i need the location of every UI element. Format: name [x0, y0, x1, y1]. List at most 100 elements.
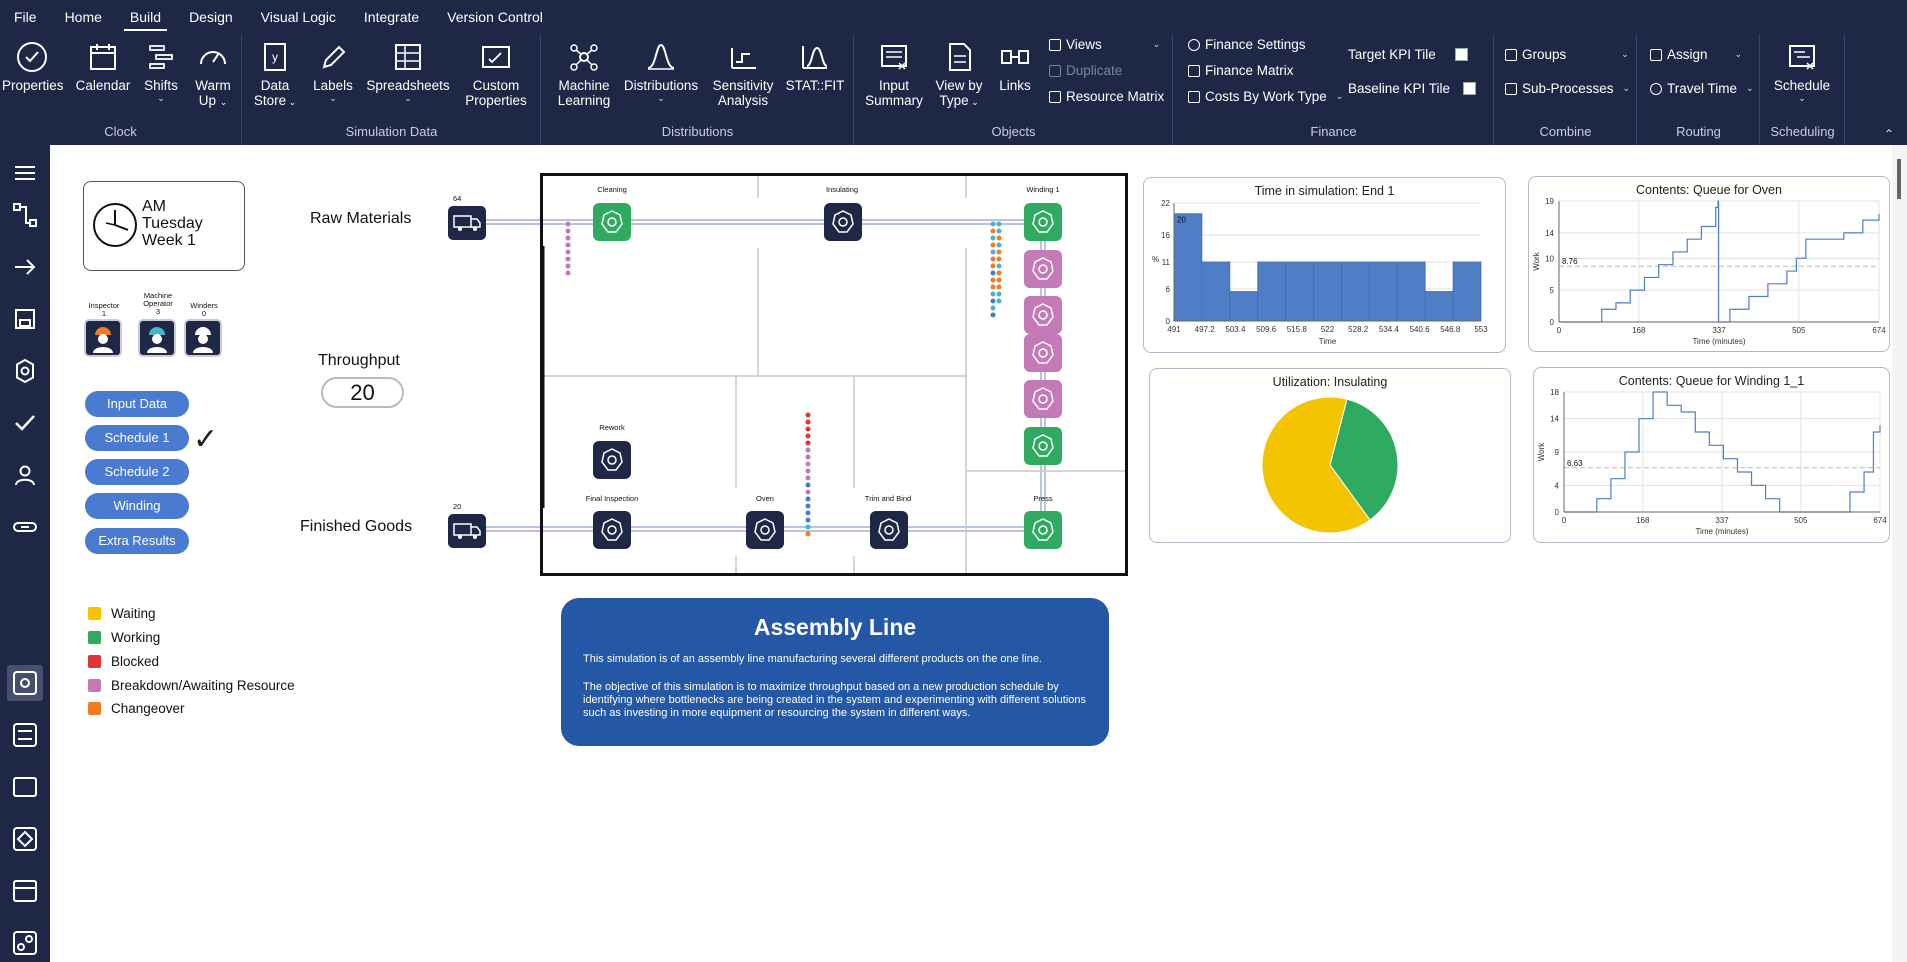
finance-matrix-icon [1188, 64, 1200, 77]
raw-materials-truck-icon[interactable] [448, 206, 486, 240]
menu-build[interactable]: Build [116, 0, 175, 34]
legend-breakdown: Breakdown/Awaiting Resource [88, 678, 295, 693]
distributions-button[interactable]: Distributions ⌄ [622, 40, 700, 103]
x-tick-label: 528.2 [1348, 325, 1369, 334]
menu-visual-logic[interactable]: Visual Logic [260, 9, 336, 25]
groups-dropdown[interactable]: Groups ⌄ [1505, 47, 1629, 62]
menu-integrate[interactable]: Integrate [363, 9, 420, 25]
clock-icon [93, 203, 137, 247]
schedule-button[interactable]: Schedule ⌄ [1771, 40, 1833, 103]
schedule-1-button[interactable]: Schedule 1 [85, 425, 189, 451]
cleaning-activity-icon[interactable] [593, 203, 631, 241]
y-tick-label: 0 [1555, 508, 1560, 517]
gear-icon[interactable] [7, 353, 43, 389]
winding-6-activity-icon[interactable] [1024, 427, 1062, 465]
press-activity-icon[interactable] [1024, 511, 1062, 549]
shifts-button[interactable]: Shifts ⌄ [138, 40, 184, 103]
machine-learning-button[interactable]: Machine Learning [552, 40, 616, 108]
input-summary-button[interactable]: Input Summary [863, 40, 925, 108]
rework-activity-icon[interactable] [593, 441, 631, 479]
costs-by-work-type-dropdown[interactable]: Costs By Work Type ⌄ [1188, 89, 1343, 104]
winding-5-activity-icon[interactable] [1024, 380, 1062, 418]
collapse-ribbon-icon[interactable]: ⌃ [1884, 127, 1895, 141]
input-summary-icon [881, 45, 907, 70]
travel-time-dropdown[interactable]: Travel Time ⌄ [1650, 81, 1754, 96]
time-in-simulation-chart: Time in simulation: End 1 0 6 11 16 22 491 497… [1143, 177, 1506, 353]
baseline-kpi-checkbox[interactable] [1463, 82, 1477, 95]
window-icon[interactable] [7, 769, 43, 805]
baseline-kpi-tile-toggle[interactable]: Baseline KPI Tile [1348, 81, 1477, 96]
links-button[interactable]: Links [995, 40, 1035, 93]
extra-results-button[interactable]: Extra Results [85, 528, 189, 554]
statfit-button[interactable]: STAT::FIT [782, 40, 848, 93]
histogram-bar [1201, 261, 1231, 322]
distribution-curve-icon [647, 43, 675, 70]
spreadsheets-button[interactable]: Spreadsheets ⌄ [365, 40, 451, 103]
pie-slice-working [1329, 398, 1399, 521]
target-kpi-tile-toggle[interactable]: Target KPI Tile [1348, 47, 1468, 62]
sliders-icon[interactable] [7, 717, 43, 753]
selected-checkmark: ✓ [193, 423, 219, 456]
insulating-activity-icon[interactable] [824, 203, 862, 241]
shifts-label: Shifts [144, 78, 178, 93]
menu-design[interactable]: Design [189, 9, 233, 25]
chevron-down-icon: ⌄ [1621, 49, 1629, 59]
winding-3-activity-icon[interactable] [1024, 296, 1062, 334]
scrollbar-thumb[interactable] [1897, 159, 1901, 199]
data-store-button[interactable]: y Data Store ⌄ [251, 40, 299, 110]
winders-worker-icon[interactable] [184, 319, 222, 357]
labels-button[interactable]: Labels ⌄ [308, 40, 358, 103]
sensitivity-analysis-button[interactable]: Sensitivity Analysis [706, 40, 780, 108]
machine-operator-worker-icon[interactable] [138, 319, 176, 357]
winding-2-activity-icon[interactable] [1024, 250, 1062, 288]
finance-matrix-button[interactable]: Finance Matrix [1188, 63, 1294, 78]
finance-settings-button[interactable]: Finance Settings [1188, 37, 1306, 52]
warm-up-label-1: Warm [195, 78, 231, 93]
link-chain-icon[interactable] [7, 509, 43, 545]
finished-goods-truck-icon[interactable] [448, 514, 486, 548]
simulation-clock: AM Tuesday Week 1 [83, 181, 245, 271]
calendar-view-icon[interactable] [7, 873, 43, 909]
y-axis-label: Work [1532, 251, 1541, 271]
calendar-button[interactable]: Calendar [73, 40, 133, 93]
final-inspection-activity-icon[interactable] [593, 511, 631, 549]
checkmark-icon[interactable] [7, 405, 43, 441]
hamburger-menu-icon[interactable] [7, 155, 43, 191]
inspector-worker-icon[interactable] [84, 319, 122, 357]
input-data-button[interactable]: Input Data [85, 391, 189, 417]
network-view-icon[interactable] [7, 925, 43, 961]
ribbon-group-combine: Groups ⌄ Sub-Processes ⌄ Combine [1495, 34, 1637, 145]
views-dropdown[interactable]: Views ⌄ [1049, 37, 1160, 52]
schedule-icon [1789, 45, 1815, 70]
warm-up-button[interactable]: Warm Up ⌄ [188, 40, 238, 110]
custom-properties-button[interactable]: Custom Properties [461, 40, 531, 108]
vertical-scrollbar[interactable] [1892, 145, 1907, 962]
menu-file[interactable]: File [14, 9, 37, 25]
winding-4-activity-icon[interactable] [1024, 334, 1062, 372]
x-tick-label: 168 [1632, 326, 1646, 335]
oven-activity-icon[interactable] [746, 511, 784, 549]
properties-button[interactable]: Properties [2, 40, 64, 93]
arrow-right-icon[interactable] [7, 249, 43, 285]
timer-icon [1650, 82, 1662, 95]
process-view-icon[interactable] [7, 665, 43, 701]
menu-home[interactable]: Home [64, 9, 102, 25]
save-icon[interactable] [7, 301, 43, 337]
costs-icon [1188, 90, 1200, 103]
connector-icon[interactable] [7, 197, 43, 233]
target-kpi-checkbox[interactable] [1454, 48, 1468, 61]
trim-and-bind-activity-icon[interactable] [870, 511, 908, 549]
resource-matrix-button[interactable]: Resource Matrix [1049, 89, 1164, 104]
winding-1-activity-icon[interactable] [1024, 203, 1062, 241]
user-icon[interactable] [7, 457, 43, 493]
winding-button[interactable]: Winding [85, 493, 189, 519]
duplicate-button[interactable]: Duplicate [1049, 63, 1122, 78]
legend-swatch [88, 631, 101, 644]
view-by-type-button[interactable]: View by Type ⌄ [931, 40, 987, 110]
menu-version-control[interactable]: Version Control [447, 9, 543, 25]
schedule-2-button[interactable]: Schedule 2 [85, 459, 189, 485]
sub-processes-dropdown[interactable]: Sub-Processes ⌄ [1505, 81, 1630, 96]
assign-dropdown[interactable]: Assign ⌄ [1650, 47, 1742, 62]
decision-icon[interactable] [7, 821, 43, 857]
mean-label: 8.76 [1562, 257, 1578, 266]
